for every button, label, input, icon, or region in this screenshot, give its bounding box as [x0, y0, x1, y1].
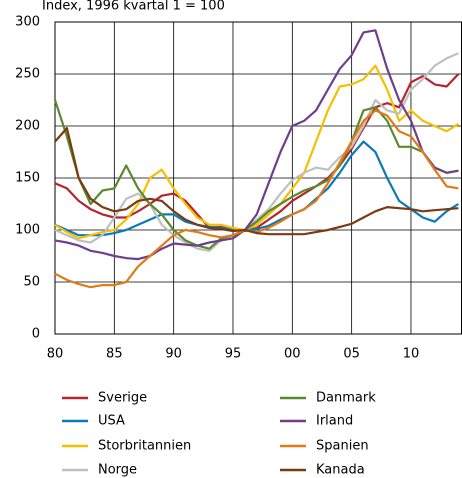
legend-label: Storbritannien: [98, 439, 191, 454]
legend-label: Irland: [316, 414, 353, 429]
x-tick-label: 90: [165, 347, 182, 362]
series-line: [54, 140, 459, 237]
legend-label: Sverige: [98, 391, 147, 406]
y-tick-label: 150: [15, 171, 40, 186]
legend-label: Danmark: [316, 391, 376, 406]
chart-title: Index, 1996 kvartal 1 = 100: [42, 0, 225, 14]
series-line: [54, 29, 459, 261]
legend-label: Spanien: [316, 439, 369, 454]
series-line: [54, 52, 459, 252]
legend-label: USA: [98, 414, 125, 429]
series-line: [53, 99, 459, 250]
x-tick-label: 95: [225, 347, 242, 362]
y-tick-label: 50: [23, 275, 40, 290]
y-tick-label: 0: [32, 327, 40, 342]
x-tick-label: 00: [284, 347, 301, 362]
y-tick-label: 250: [15, 67, 40, 82]
series-line: [54, 127, 459, 236]
y-tick-label: 200: [15, 119, 40, 134]
x-tick-label: 80: [47, 347, 64, 362]
y-tick-label: 300: [15, 15, 40, 30]
x-tick-label: 85: [106, 347, 123, 362]
legend-label: Norge: [98, 463, 137, 478]
legend-label: Kanada: [316, 463, 365, 478]
y-tick-label: 100: [15, 223, 40, 238]
x-tick-label: 05: [343, 347, 360, 362]
series-line: [54, 64, 459, 240]
x-tick-label: 10: [403, 347, 420, 362]
